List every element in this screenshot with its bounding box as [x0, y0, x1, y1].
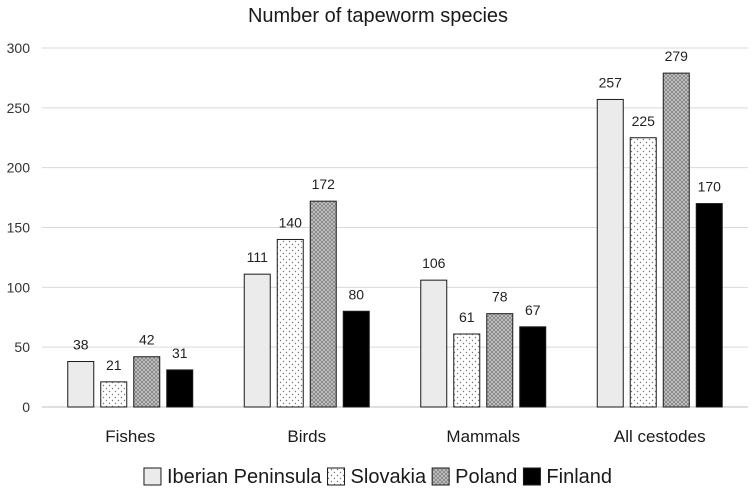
legend-label: Iberian Peninsula	[167, 466, 322, 488]
legend-swatch-poland	[431, 467, 450, 486]
bar-poland	[309, 200, 337, 408]
bar-iberian-peninsula	[596, 98, 624, 408]
bar-poland	[133, 356, 161, 408]
gridlines	[42, 47, 748, 408]
legend-swatch-finland	[522, 467, 541, 486]
y-tick-label: 150	[7, 220, 31, 236]
x-axis-categories: Fishes Birds Mammals All cestodes	[105, 427, 705, 446]
data-label: 225	[632, 113, 656, 129]
data-label: 21	[106, 357, 122, 373]
y-tick-label: 50	[14, 339, 30, 355]
chart-title: Number of tapeworm species	[248, 5, 508, 27]
y-tick-label: 0	[22, 399, 30, 415]
legend-swatch-iberian-peninsula	[143, 467, 162, 486]
y-tick-label: 250	[7, 100, 31, 116]
bar-finland	[166, 369, 194, 408]
bars	[67, 72, 723, 408]
y-tick-label: 300	[7, 40, 31, 56]
data-label: 172	[312, 176, 336, 192]
data-label: 80	[348, 286, 364, 302]
bar-poland	[486, 313, 514, 408]
bar-slovakia	[276, 238, 304, 408]
data-label: 106	[422, 255, 446, 271]
data-label: 279	[665, 48, 689, 64]
bar-slovakia	[453, 333, 481, 408]
bar-iberian-peninsula	[243, 273, 271, 408]
data-label: 170	[698, 179, 722, 195]
bar-finland	[519, 326, 547, 408]
bar-finland	[342, 310, 370, 408]
legend-label: Slovakia	[351, 466, 427, 488]
bar-iberian-peninsula	[420, 279, 448, 408]
data-labels: 38 21 42 31 111 140 172 80 106 61 78 67 257 225 279 170	[73, 48, 721, 373]
x-category-label: Birds	[287, 427, 326, 446]
y-tick-label: 100	[7, 279, 31, 295]
x-category-label: Fishes	[105, 427, 155, 446]
legend-label: Poland	[455, 466, 517, 488]
bar-finland	[695, 203, 723, 408]
legend-swatch-slovakia	[327, 467, 346, 486]
data-label: 78	[492, 289, 508, 305]
data-label: 61	[459, 309, 475, 325]
data-label: 31	[172, 345, 188, 361]
bar-slovakia	[100, 381, 128, 408]
data-label: 111	[247, 249, 268, 265]
bar-poland	[662, 72, 690, 408]
data-label: 140	[279, 214, 303, 230]
legend: Iberian Peninsula Slovakia Poland Finland	[143, 466, 612, 488]
y-tick-label: 200	[7, 160, 31, 176]
x-category-label: Mammals	[446, 427, 520, 446]
data-label: 42	[139, 332, 155, 348]
data-label: 67	[525, 302, 541, 318]
y-axis-ticks: 0 50 100 150 200 250 300	[7, 40, 31, 415]
bar-iberian-peninsula	[67, 361, 95, 408]
data-label: 257	[599, 74, 623, 90]
bar-slovakia	[629, 137, 657, 408]
legend-label: Finland	[546, 466, 612, 488]
x-category-label: All cestodes	[614, 427, 706, 446]
data-label: 38	[73, 337, 89, 353]
